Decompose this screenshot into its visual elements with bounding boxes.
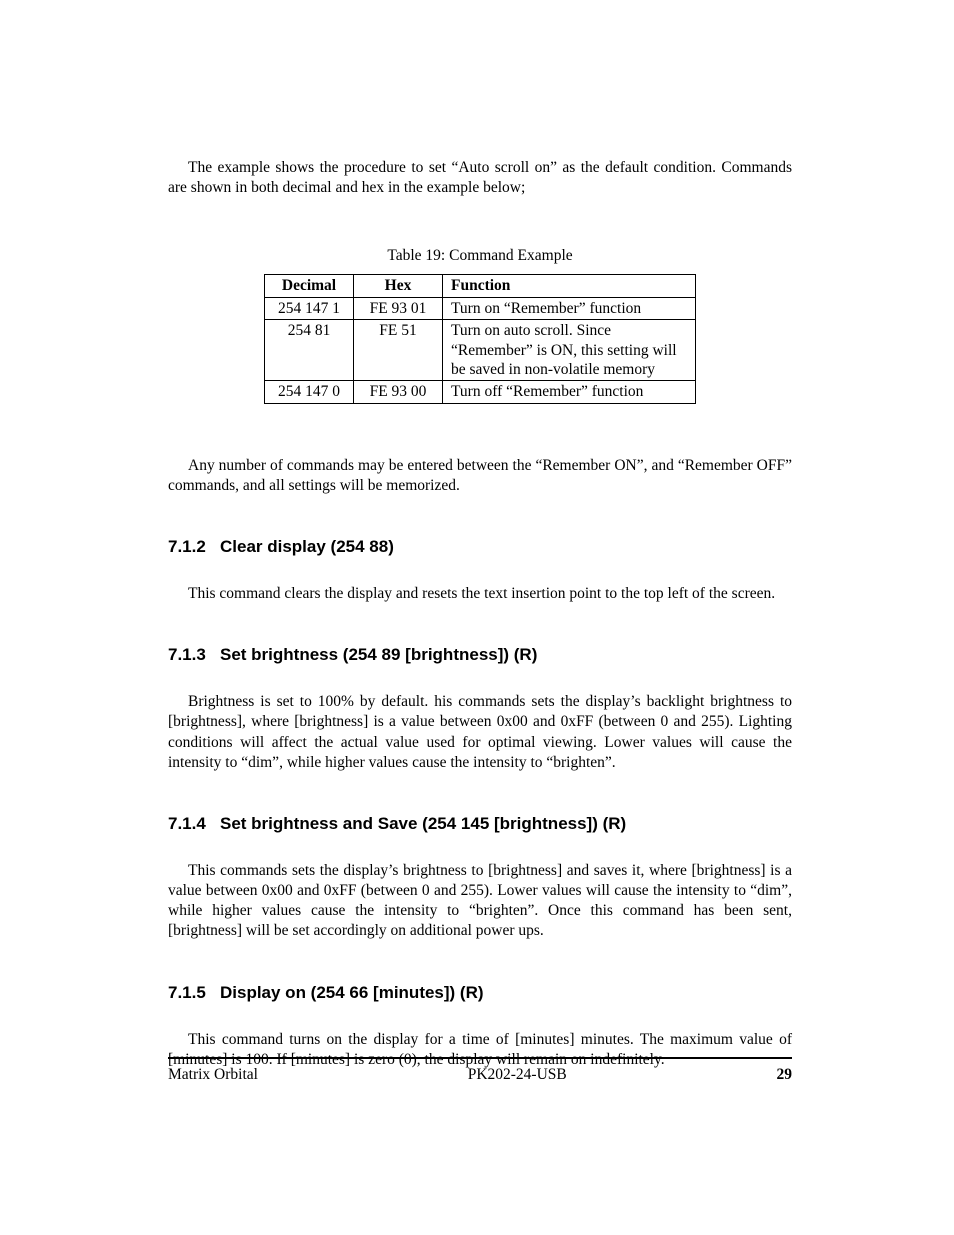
cell-hex: FE 93 01 <box>354 297 443 319</box>
footer-page-number: 29 <box>776 1065 792 1085</box>
section-number: 7.1.2 <box>168 537 206 556</box>
cell-decimal: 254 81 <box>265 320 354 381</box>
cell-function: Turn on auto scroll. Since “Remember” is… <box>443 320 696 381</box>
cell-decimal: 254 147 1 <box>265 297 354 319</box>
section-body-714: This commands sets the display’s brightn… <box>168 861 792 942</box>
section-title: Set brightness and Save (254 145 [bright… <box>220 814 626 833</box>
th-hex: Hex <box>354 275 443 297</box>
footer-rule <box>168 1057 792 1059</box>
th-decimal: Decimal <box>265 275 354 297</box>
intro-paragraph: The example shows the procedure to set “… <box>168 158 792 198</box>
command-example-table: Decimal Hex Function 254 147 1 FE 93 01 … <box>264 274 696 403</box>
table-header-row: Decimal Hex Function <box>265 275 696 297</box>
section-title: Set brightness (254 89 [brightness]) (R) <box>220 645 537 664</box>
table-row: 254 147 1 FE 93 01 Turn on “Remember” fu… <box>265 297 696 319</box>
cell-function: Turn on “Remember” function <box>443 297 696 319</box>
section-heading-712: 7.1.2 Clear display (254 88) <box>168 536 792 558</box>
section-body-715: This command turns on the display for a … <box>168 1030 792 1070</box>
cell-function: Turn off “Remember” function <box>443 381 696 403</box>
after-table-paragraph: Any number of commands may be entered be… <box>168 456 792 496</box>
cell-hex: FE 93 00 <box>354 381 443 403</box>
th-function: Function <box>443 275 696 297</box>
section-heading-714: 7.1.4 Set brightness and Save (254 145 [… <box>168 813 792 835</box>
section-title: Display on (254 66 [minutes]) (R) <box>220 983 484 1002</box>
section-title: Clear display (254 88) <box>220 537 394 556</box>
section-number: 7.1.5 <box>168 983 206 1002</box>
table-caption: Table 19: Command Example <box>168 246 792 266</box>
section-body-713: Brightness is set to 100% by default. hi… <box>168 692 792 773</box>
footer-left: Matrix Orbital <box>168 1065 258 1085</box>
section-body-712: This command clears the display and rese… <box>168 584 792 604</box>
table-row: 254 147 0 FE 93 00 Turn off “Remember” f… <box>265 381 696 403</box>
cell-hex: FE 51 <box>354 320 443 381</box>
section-number: 7.1.4 <box>168 814 206 833</box>
cell-decimal: 254 147 0 <box>265 381 354 403</box>
footer-center: PK202-24-USB <box>468 1065 567 1085</box>
section-heading-715: 7.1.5 Display on (254 66 [minutes]) (R) <box>168 982 792 1004</box>
section-heading-713: 7.1.3 Set brightness (254 89 [brightness… <box>168 644 792 666</box>
table-row: 254 81 FE 51 Turn on auto scroll. Since … <box>265 320 696 381</box>
page-footer: Matrix Orbital PK202-24-USB 29 <box>168 1065 792 1085</box>
section-number: 7.1.3 <box>168 645 206 664</box>
